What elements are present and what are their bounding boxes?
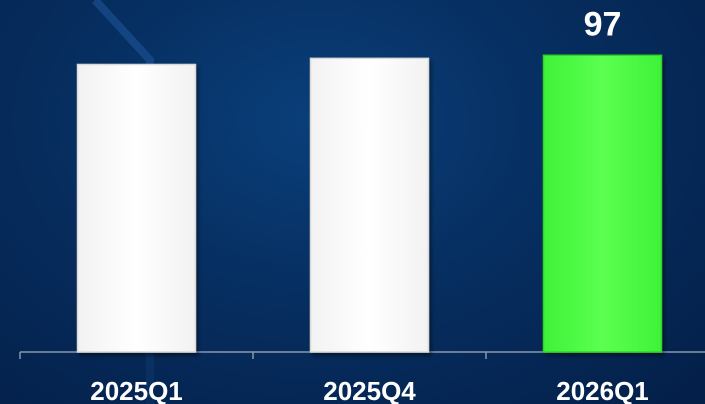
- x-tick-label: 2025Q4: [323, 376, 416, 404]
- bar-2026Q1: [542, 54, 663, 353]
- plot-area: 2025Q1 2025Q4 2026Q1 97: [19, 5, 705, 404]
- data-label: 97: [584, 5, 622, 43]
- bar-2025Q4: [309, 57, 430, 353]
- bar-2025Q1: [76, 63, 197, 353]
- x-tick-label: 2025Q1: [90, 376, 183, 404]
- x-tick-label: 2026Q1: [556, 376, 649, 404]
